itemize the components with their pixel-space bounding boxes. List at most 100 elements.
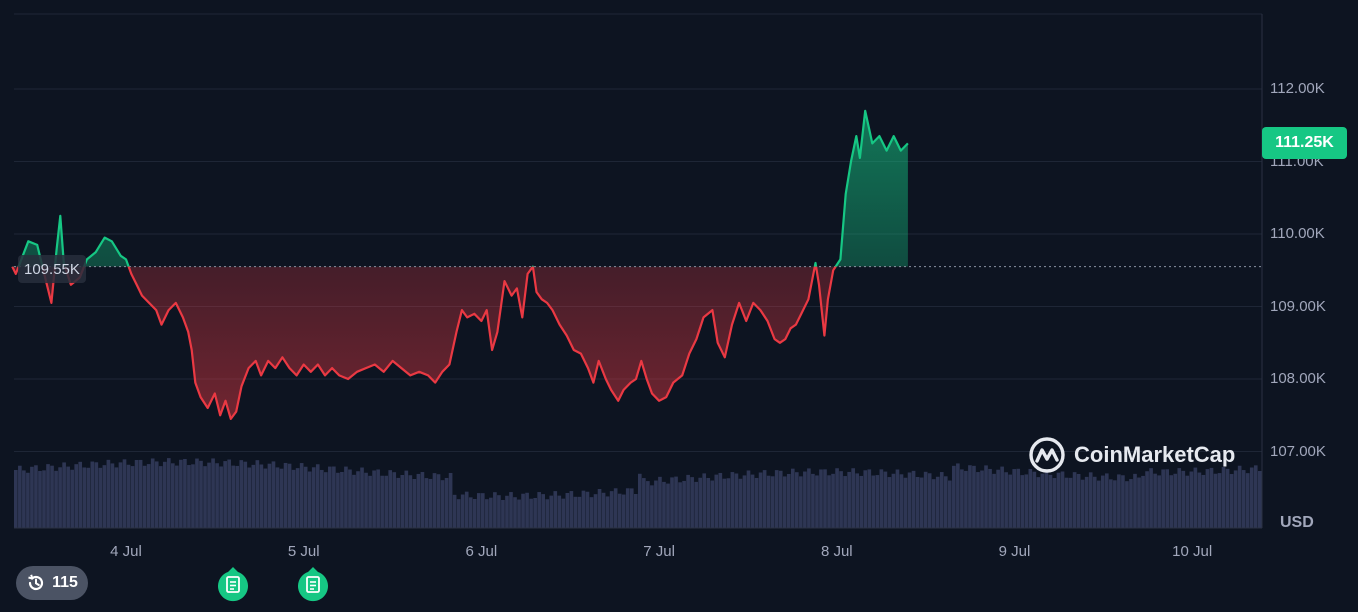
volume-bar: [158, 466, 163, 528]
area-below-open: [12, 266, 836, 419]
volume-bar: [1117, 474, 1121, 528]
volume-bar: [1137, 477, 1141, 528]
volume-bar: [513, 497, 517, 528]
volume-bar: [799, 476, 803, 528]
volume-bar: [70, 469, 74, 528]
volume-bar: [1076, 473, 1081, 528]
history-count: 115: [52, 574, 78, 591]
volume-bar: [915, 477, 920, 528]
volume-bar: [984, 465, 988, 528]
volume-bar: [1213, 473, 1218, 528]
volume-bar: [154, 461, 159, 528]
volume-bar: [275, 467, 280, 528]
volume-bar: [710, 480, 715, 528]
volume-bar: [895, 469, 900, 528]
volume-bar: [18, 465, 22, 528]
volume-bar: [1044, 469, 1049, 528]
volume-bar: [847, 471, 851, 528]
volume-bar: [1028, 468, 1033, 528]
volume-bar: [456, 499, 461, 528]
event-marker[interactable]: [296, 566, 330, 602]
volume-bar: [432, 473, 437, 528]
volume-bar: [553, 491, 558, 528]
volume-bar: [786, 473, 791, 528]
volume-bar: [903, 477, 908, 528]
x-tick-label: 5 Jul: [287, 543, 320, 560]
volume-bar: [968, 465, 972, 528]
volume-bar: [1064, 477, 1069, 528]
volume-bar: [392, 472, 397, 528]
coinmarketcap-logo: CoinMarketCap: [1028, 436, 1235, 474]
volume-bar: [404, 470, 409, 528]
volume-bar: [613, 488, 618, 528]
volume-bar: [726, 478, 731, 528]
volume-bar: [319, 469, 324, 528]
coinmarketcap-icon: [1029, 437, 1065, 473]
volume-bar: [1229, 474, 1234, 528]
volume-bar: [485, 499, 489, 528]
volume-bar: [1024, 474, 1029, 528]
history-button[interactable]: 115: [16, 566, 88, 600]
volume-bar: [203, 466, 207, 528]
volume-bar: [50, 465, 54, 528]
y-tick-label: 110.00K: [1270, 225, 1325, 242]
volume-bar: [803, 471, 807, 528]
volume-bar: [1080, 479, 1085, 528]
volume-bar: [593, 494, 598, 528]
volume-bar: [549, 495, 554, 528]
volume-bar: [770, 476, 775, 528]
event-marker[interactable]: [216, 566, 250, 602]
volume-bar: [690, 477, 694, 528]
volume-bar: [1149, 468, 1153, 528]
volume-bar: [899, 474, 904, 528]
volume-bar: [988, 468, 992, 528]
volume-bar: [835, 468, 839, 528]
volume-bar: [82, 467, 87, 528]
volume-bar: [126, 464, 131, 528]
volume-bar: [1257, 470, 1262, 528]
volume-bar: [251, 464, 256, 528]
volume-bar: [674, 476, 678, 528]
volume-bar: [348, 469, 352, 528]
volume-bar: [952, 465, 956, 528]
volume-bar: [1092, 476, 1097, 528]
x-tick-label: 9 Jul: [998, 543, 1031, 560]
volume-bar: [1205, 469, 1210, 528]
volume-bar: [694, 481, 698, 528]
volume-bar: [199, 460, 203, 528]
volume-bar: [1040, 473, 1045, 528]
volume-bar: [231, 465, 236, 528]
volume-bar: [533, 497, 537, 528]
volume-bar: [960, 469, 964, 528]
volume-bar: [670, 477, 674, 528]
volume-bar: [883, 471, 888, 528]
brand-name: CoinMarketCap: [1074, 442, 1236, 467]
volume-bar: [972, 465, 976, 528]
volume-bar: [191, 464, 195, 528]
volume-bar: [742, 475, 747, 528]
volume-bar: [46, 464, 50, 528]
volume-bar: [22, 470, 26, 528]
volume-bar: [565, 493, 570, 528]
volume-bars: [14, 458, 1262, 528]
document-icon: [217, 567, 248, 602]
volume-bar: [62, 462, 66, 528]
volume-bar: [855, 473, 860, 528]
volume-bar: [605, 496, 610, 528]
volume-bar: [243, 461, 248, 528]
volume-bar: [74, 464, 79, 528]
volume-bar: [1048, 474, 1053, 528]
volume-bar: [489, 497, 493, 528]
price-areas: [12, 110, 908, 419]
volume-bar: [295, 468, 300, 528]
volume-bar: [235, 465, 240, 528]
volume-bar: [782, 476, 787, 528]
volume-bar: [42, 470, 46, 528]
volume-bar: [94, 462, 99, 528]
volume-bar: [1169, 475, 1174, 528]
volume-bar: [790, 468, 795, 528]
volume-bar: [90, 461, 95, 528]
volume-bar: [436, 474, 441, 528]
volume-bar: [1225, 468, 1230, 528]
volume-bar: [1096, 480, 1101, 528]
